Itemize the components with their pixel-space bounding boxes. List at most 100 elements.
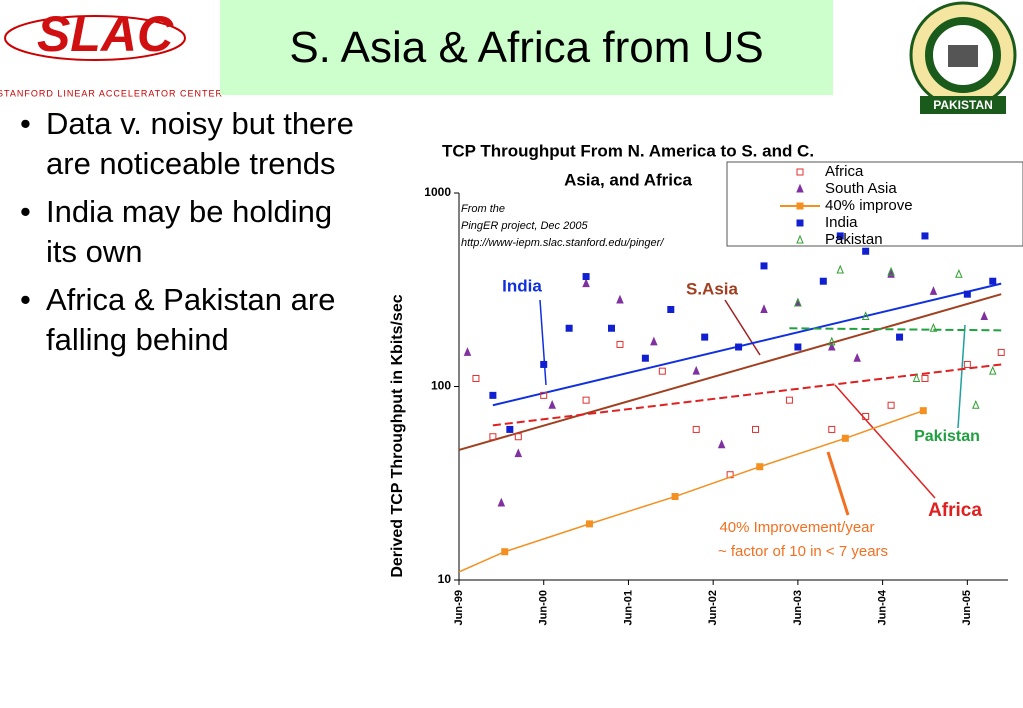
x-tick-label: Jun-03 bbox=[792, 590, 804, 625]
point bbox=[853, 352, 861, 362]
point bbox=[501, 548, 509, 556]
legend-symbol bbox=[796, 234, 804, 244]
source-note: PingER project, Dec 2005 bbox=[461, 220, 588, 232]
source-note: http://www-iepm.slac.stanford.edu/pinger… bbox=[461, 237, 664, 249]
point bbox=[828, 341, 836, 351]
legend-symbol bbox=[796, 183, 804, 193]
point bbox=[794, 297, 802, 307]
x-tick-label: Jun-99 bbox=[453, 590, 465, 625]
bullet: India may be holding its own bbox=[14, 192, 359, 272]
point bbox=[514, 448, 523, 458]
point bbox=[701, 333, 709, 341]
annotation: ~ factor of 10 in < 7 years bbox=[718, 543, 888, 560]
y-tick-label: 100 bbox=[431, 379, 451, 393]
chart-title: Asia, and Africa bbox=[564, 170, 692, 189]
point bbox=[988, 365, 997, 375]
point bbox=[921, 232, 929, 240]
trend-label: S.Asia bbox=[686, 279, 739, 298]
x-tick-label: Jun-00 bbox=[538, 590, 550, 625]
legend-label: India bbox=[825, 214, 858, 231]
bullet-list: Data v. noisy but there are noticeable t… bbox=[14, 104, 359, 368]
point bbox=[929, 322, 938, 332]
point bbox=[667, 305, 675, 313]
point bbox=[989, 277, 997, 285]
point bbox=[616, 340, 624, 348]
point bbox=[896, 333, 904, 341]
point bbox=[650, 336, 658, 346]
point bbox=[582, 273, 590, 281]
point bbox=[608, 324, 615, 332]
point bbox=[912, 373, 921, 382]
bullet: Africa & Pakistan are falling behind bbox=[14, 280, 359, 360]
arrows bbox=[539, 299, 966, 516]
point bbox=[582, 278, 590, 288]
point bbox=[929, 286, 938, 295]
point bbox=[921, 374, 929, 382]
legend bbox=[726, 161, 1023, 247]
point bbox=[540, 391, 548, 399]
source-note: From the bbox=[461, 203, 505, 215]
point bbox=[671, 493, 679, 501]
trend-label: Africa bbox=[928, 500, 982, 521]
slide-title: S. Asia & Africa from US bbox=[220, 0, 833, 95]
point bbox=[692, 425, 700, 433]
point bbox=[489, 391, 497, 399]
chart-title: TCP Throughput From N. America to S. and… bbox=[442, 141, 814, 160]
x-tick-label: Jun-02 bbox=[707, 590, 719, 625]
annotation: 40% Improvement/year bbox=[719, 519, 874, 536]
point bbox=[828, 336, 836, 346]
point bbox=[919, 407, 927, 415]
point bbox=[794, 343, 802, 351]
point bbox=[836, 232, 844, 240]
x-tick-label: Jun-04 bbox=[877, 589, 889, 625]
point bbox=[955, 269, 963, 278]
trend-line bbox=[458, 293, 1002, 451]
point bbox=[585, 520, 593, 528]
logo-text: PAKISTAN bbox=[933, 98, 993, 112]
point bbox=[836, 264, 845, 274]
point bbox=[514, 433, 522, 441]
legend-label: 40% improve bbox=[825, 197, 913, 214]
point bbox=[692, 365, 700, 375]
point bbox=[735, 343, 743, 351]
point bbox=[997, 348, 1005, 356]
point bbox=[756, 463, 764, 471]
legend-symbol bbox=[796, 202, 804, 210]
point bbox=[752, 425, 760, 433]
bullet: Data v. noisy but there are noticeable t… bbox=[14, 104, 359, 184]
point bbox=[540, 360, 548, 368]
point bbox=[841, 434, 849, 442]
point bbox=[760, 262, 768, 270]
point bbox=[980, 311, 989, 321]
point bbox=[472, 374, 480, 382]
trend-line bbox=[789, 327, 1002, 332]
legend-symbol bbox=[796, 219, 804, 227]
point bbox=[717, 439, 726, 449]
point bbox=[785, 396, 793, 404]
nust-logo: PAKISTAN bbox=[909, 1, 1017, 114]
trend-label: Pakistan bbox=[914, 428, 980, 445]
x-tick-label: Jun-01 bbox=[622, 590, 634, 625]
point bbox=[972, 399, 980, 409]
point bbox=[489, 433, 497, 441]
logo-caption: Stanford Linear Accelerator Center bbox=[0, 88, 223, 98]
point bbox=[658, 367, 666, 375]
legend-symbol bbox=[796, 168, 804, 176]
point bbox=[963, 360, 971, 368]
trend-line bbox=[492, 282, 1002, 407]
point bbox=[506, 425, 514, 433]
point bbox=[819, 277, 827, 285]
legend-label: South Asia bbox=[825, 180, 897, 197]
y-tick-label: 1000 bbox=[424, 185, 451, 199]
point bbox=[861, 311, 870, 321]
point bbox=[616, 294, 624, 304]
point bbox=[641, 354, 649, 362]
x-tick-label: Jun-05 bbox=[961, 590, 973, 625]
slac-logo: SLAC Stanford Linear Accelerator Center bbox=[0, 6, 223, 98]
point bbox=[887, 266, 895, 276]
point bbox=[963, 290, 971, 298]
point bbox=[760, 304, 768, 313]
y-axis-label: Derived TCP Throughput in Kbits/sec bbox=[389, 294, 406, 577]
